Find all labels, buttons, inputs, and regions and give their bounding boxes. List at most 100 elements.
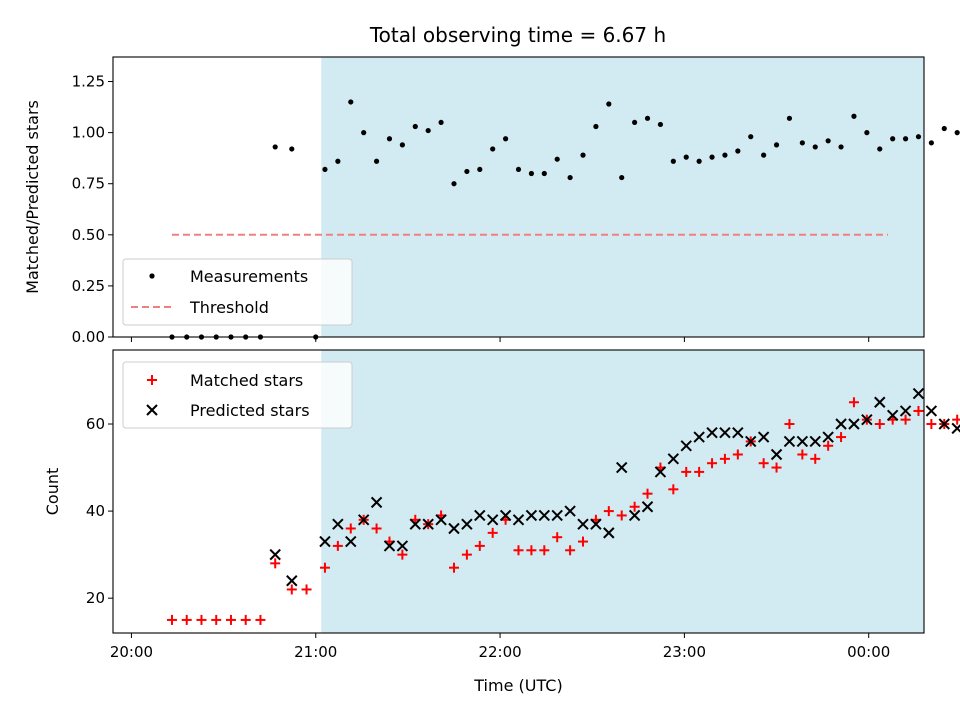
x-tick-label: 23:00 (663, 643, 706, 661)
predicted-stars-point (706, 427, 718, 439)
measurement-point (425, 127, 431, 134)
y-tick-label: 1.00 (72, 124, 105, 142)
x-tick-label: 22:00 (478, 643, 521, 661)
predicted-stars-point (486, 514, 499, 526)
predicted-stars-point (564, 505, 576, 517)
measurement-point (722, 152, 728, 158)
measurement-point (580, 152, 586, 158)
measurement-point (825, 138, 831, 144)
measurement-point (361, 130, 367, 136)
legend-label-measurements: Measurements (190, 267, 308, 286)
predicted-stars-point (435, 514, 447, 526)
measurement-point (632, 119, 638, 126)
matched-stars-point (255, 614, 266, 625)
measurement-point (593, 123, 599, 130)
top-panel: 0.00 0.25 0.50 0.75 1.00 1.25 Matched/Predict… (23, 56, 960, 346)
matched-stars-point (513, 545, 524, 556)
top-panel-y-ticks: 0.00 0.25 0.50 0.75 1.00 1.25 (72, 73, 113, 346)
measurement-point (683, 154, 689, 160)
y-tick-label: 1.25 (72, 73, 105, 91)
measurement-point (670, 158, 676, 164)
measurement-point (528, 170, 535, 177)
matched-stars-point (225, 614, 236, 625)
predicted-stars-point (783, 435, 796, 448)
matched-stars-point (448, 562, 459, 573)
measurement-point (864, 130, 870, 136)
predicted-stars-point (770, 448, 783, 461)
measurement-point (272, 144, 278, 150)
matched-stars-point (565, 545, 576, 556)
measurement-point (554, 156, 560, 162)
predicted-stars-point (951, 422, 960, 435)
measurement-point (941, 125, 947, 132)
matched-stars-point (474, 540, 485, 551)
predicted-stars-point (809, 435, 821, 448)
matched-stars-point (694, 466, 705, 477)
predicted-stars-point (525, 509, 538, 522)
predicted-stars-point (357, 514, 370, 526)
matched-stars-point (732, 449, 743, 460)
matched-stars-point (345, 523, 356, 534)
y-tick-label: 20 (86, 589, 105, 607)
bottom-panel-y-label: Count (43, 468, 62, 516)
bottom-panel-x-ticks: 20:0021:0022:0023:0000:0001:0002:0003:00… (110, 633, 890, 661)
measurement-point (502, 136, 509, 142)
measurement-point (386, 136, 393, 142)
bottom-panel-frame (112, 349, 925, 634)
matched-stars-point (526, 545, 537, 556)
measurement-point (735, 148, 741, 154)
predicted-stars-point (848, 418, 860, 430)
matched-stars-point (900, 414, 911, 425)
legend-x-marker (146, 404, 158, 416)
matched-stars-point (397, 549, 408, 560)
predicted-stars-point (474, 509, 486, 522)
matched-stars-point (758, 458, 769, 469)
matched-stars-point (771, 462, 782, 473)
matched-stars-point (668, 484, 679, 495)
measurement-point (954, 130, 960, 136)
observing-window-bottom (321, 350, 924, 633)
chart-title: Total observing time = 6.67 h (369, 23, 666, 47)
matched-stars-point (874, 419, 885, 430)
measurement-point (696, 158, 702, 164)
predicted-stars-point (269, 548, 281, 561)
measurement-point (748, 134, 754, 140)
predicted-stars-point (654, 466, 667, 478)
matched-stars-point (166, 614, 177, 625)
legend-swatch-predicted-stars (146, 404, 158, 416)
matched-stars-point (578, 536, 589, 547)
matched-stars-point (629, 501, 640, 512)
predicted-stars-point (422, 518, 434, 530)
measurement-point (438, 119, 444, 126)
bottom-panel-marks (166, 387, 960, 625)
matched-stars-point (797, 449, 808, 460)
x-tick-label: 21:00 (294, 643, 337, 661)
matched-stars-point (810, 453, 821, 464)
measurement-point (761, 152, 767, 158)
predicted-stars-point (912, 387, 925, 400)
measurement-point (515, 166, 522, 173)
matched-stars-point (487, 527, 498, 538)
measurement-point (289, 146, 295, 152)
measurement-point (786, 115, 793, 121)
legend-label-predicted-stars: Predicted stars (190, 401, 310, 420)
predicted-stars-point (409, 518, 421, 530)
matched-stars-point (784, 419, 795, 430)
measurement-point (322, 166, 328, 173)
predicted-stars-point (383, 540, 396, 552)
matched-stars-point (642, 488, 653, 499)
measurement-point (902, 136, 909, 142)
observing-window-top (321, 57, 924, 337)
measurement-point (606, 101, 612, 107)
predicted-stars-point (332, 518, 344, 530)
measurement-point (799, 140, 805, 146)
measurement-point (348, 99, 354, 105)
predicted-stars-point (667, 453, 680, 465)
matched-stars-point (913, 405, 924, 416)
predicted-stars-point (899, 405, 912, 417)
y-tick-label: 0.50 (72, 226, 105, 244)
predicted-stars-point (925, 405, 938, 417)
predicted-stars-point (538, 509, 551, 522)
